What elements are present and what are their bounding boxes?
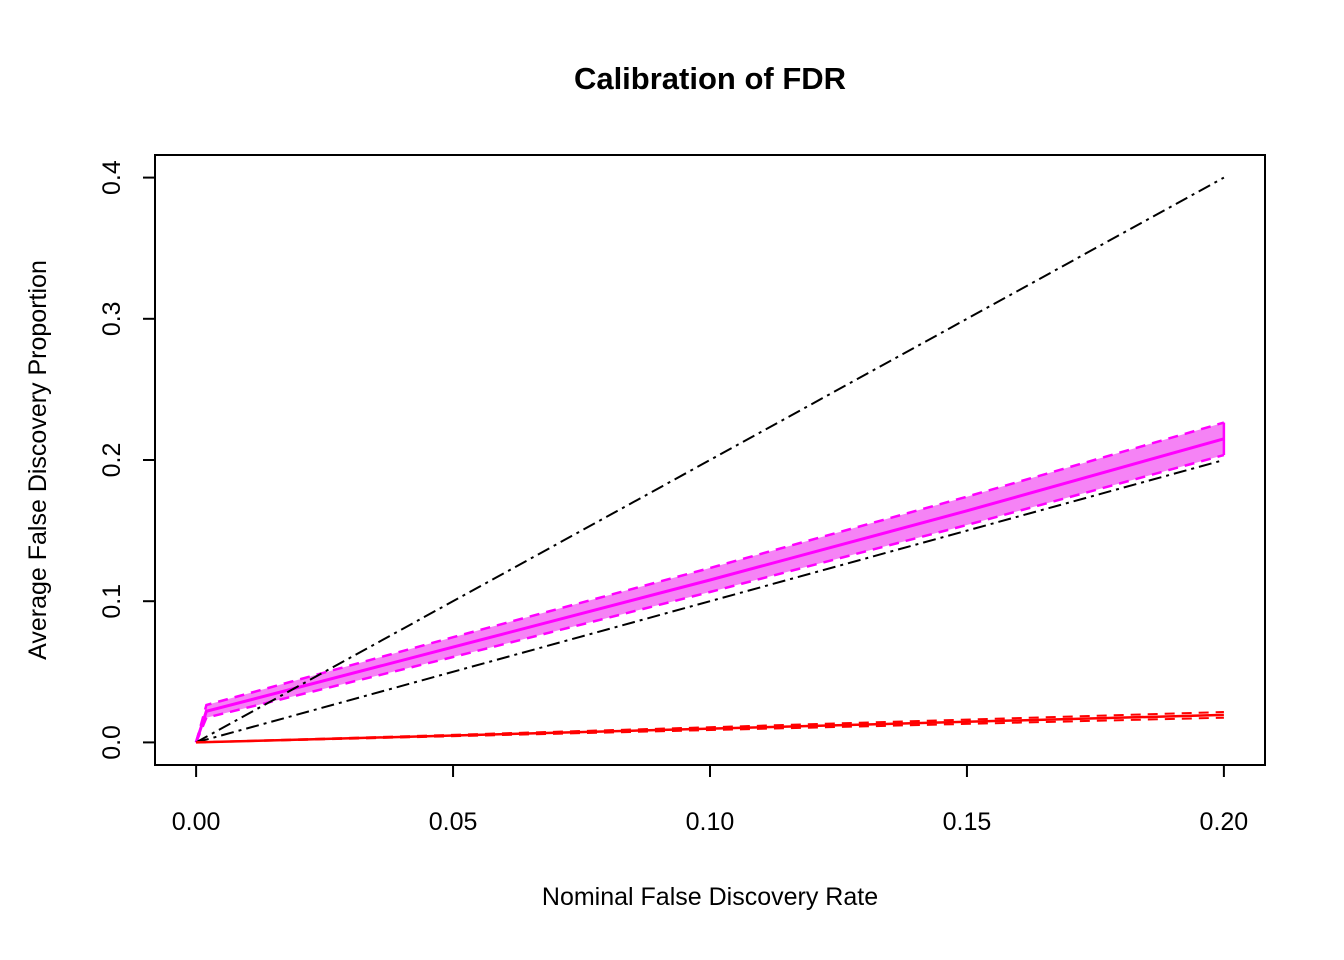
chart-title: Calibration of FDR (573, 61, 847, 96)
fdr-confidence-band-lower-edge (194, 453, 1225, 743)
x-tick-label: 0.10 (686, 808, 735, 836)
y-tick-label: 0.3 (98, 301, 126, 336)
y-tick-label: 0.0 (98, 725, 126, 760)
fdr-confidence-band-upper-edge (194, 421, 1225, 743)
fdr-confidence-band-fill (196, 422, 1224, 743)
plot-border (154, 154, 1266, 766)
y-tick-label: 0.4 (98, 160, 126, 195)
x-axis-title: Nominal False Discovery Rate (541, 883, 879, 911)
red-mean-line (196, 713, 1224, 744)
x-tick-label: 0.05 (429, 808, 478, 836)
x-tick-label: 0.15 (943, 808, 992, 836)
y-tick-label: 0.2 (98, 443, 126, 478)
y-axis-title: Average False Discovery Proportion (24, 260, 52, 660)
y-tick-label: 0.1 (98, 584, 126, 619)
fdr-mean-line (194, 437, 1225, 743)
x-tick-label: 0.00 (172, 808, 221, 836)
x-tick-label: 0.20 (1200, 808, 1249, 836)
reference-slope-2 (195, 176, 1225, 744)
reference-slope-1 (195, 459, 1225, 744)
